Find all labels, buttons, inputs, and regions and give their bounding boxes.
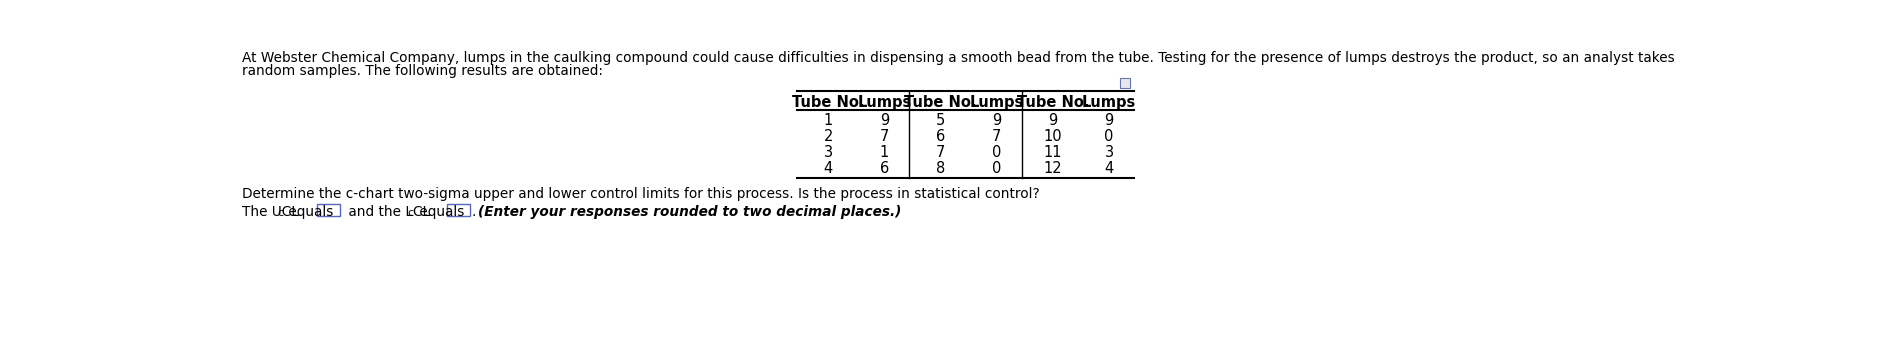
Bar	[447, 204, 471, 216]
Text: 7: 7	[992, 129, 1001, 144]
Text: 3: 3	[1105, 145, 1114, 160]
Text: 7: 7	[880, 129, 890, 144]
Text: Lumps: Lumps	[1082, 95, 1137, 110]
Text: 0: 0	[992, 162, 1001, 176]
Text: c: c	[407, 208, 415, 218]
Text: 5: 5	[935, 113, 944, 128]
Text: 9: 9	[1105, 113, 1114, 128]
Text: Tube No.: Tube No.	[792, 95, 865, 110]
Text: 0: 0	[1105, 129, 1114, 144]
Text: Tube No.: Tube No.	[905, 95, 976, 110]
Bar	[317, 204, 341, 216]
Text: 0: 0	[992, 145, 1001, 160]
Text: 1: 1	[824, 113, 833, 128]
Text: c: c	[277, 208, 283, 218]
Text: Determine the c-chart two-sigma upper and lower control limits for this process.: Determine the c-chart two-sigma upper an…	[241, 187, 1039, 201]
Text: 4: 4	[824, 162, 833, 176]
Text: 6: 6	[880, 162, 890, 176]
Text: 10: 10	[1044, 129, 1061, 144]
Text: 9: 9	[880, 113, 890, 128]
Text: At Webster Chemical Company, lumps in the caulking compound could cause difficul: At Webster Chemical Company, lumps in th…	[241, 51, 1674, 65]
Text: 9: 9	[1048, 113, 1057, 128]
Text: random samples. The following results are obtained:: random samples. The following results ar…	[241, 64, 603, 78]
Text: .: .	[471, 205, 481, 219]
Text: 9: 9	[992, 113, 1001, 128]
Text: 8: 8	[935, 162, 944, 176]
Text: equals: equals	[285, 205, 334, 219]
Text: Lumps: Lumps	[969, 95, 1024, 110]
Text: equals: equals	[415, 205, 464, 219]
Text: 2: 2	[824, 129, 833, 144]
Text: and the LCL: and the LCL	[345, 205, 430, 219]
Text: (Enter your responses rounded to two decimal places.): (Enter your responses rounded to two dec…	[479, 205, 901, 219]
Text: 3: 3	[824, 145, 833, 160]
Text: The UCL: The UCL	[241, 205, 298, 219]
Text: Tube No.: Tube No.	[1016, 95, 1090, 110]
Text: 11: 11	[1044, 145, 1061, 160]
Text: 7: 7	[935, 145, 944, 160]
Text: 6: 6	[935, 129, 944, 144]
Text: Lumps: Lumps	[858, 95, 912, 110]
Text: 4: 4	[1105, 162, 1114, 176]
Bar	[1120, 78, 1131, 88]
Text: 1: 1	[880, 145, 890, 160]
Text: 12: 12	[1044, 162, 1061, 176]
